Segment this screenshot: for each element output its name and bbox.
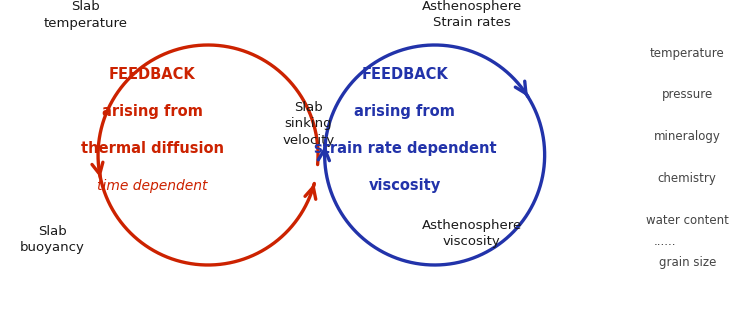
Text: ......: ...... [654,235,676,248]
Text: FEEDBACK: FEEDBACK [362,67,448,82]
Text: Asthenosphere
Strain rates: Asthenosphere Strain rates [422,0,522,29]
Text: FEEDBACK: FEEDBACK [109,67,195,82]
Text: Slab
buoyancy: Slab buoyancy [19,225,85,254]
Text: arising from: arising from [354,104,455,119]
Text: temperature: temperature [650,46,724,60]
Text: thermal diffusion: thermal diffusion [81,141,224,156]
Text: time dependent: time dependent [97,179,207,193]
Text: Asthenosphere
viscosity: Asthenosphere viscosity [422,219,522,248]
Text: Slab
temperature: Slab temperature [43,0,128,29]
Text: strain rate dependent: strain rate dependent [314,141,496,156]
Text: Slab
sinking
velocity: Slab sinking velocity [282,101,334,147]
Text: water content: water content [646,214,729,227]
Text: viscosity: viscosity [369,179,441,193]
Text: chemistry: chemistry [658,172,717,185]
Text: pressure: pressure [662,88,713,101]
Text: mineralogy: mineralogy [654,130,721,143]
Text: grain size: grain size [658,256,716,269]
Text: arising from: arising from [102,104,203,119]
